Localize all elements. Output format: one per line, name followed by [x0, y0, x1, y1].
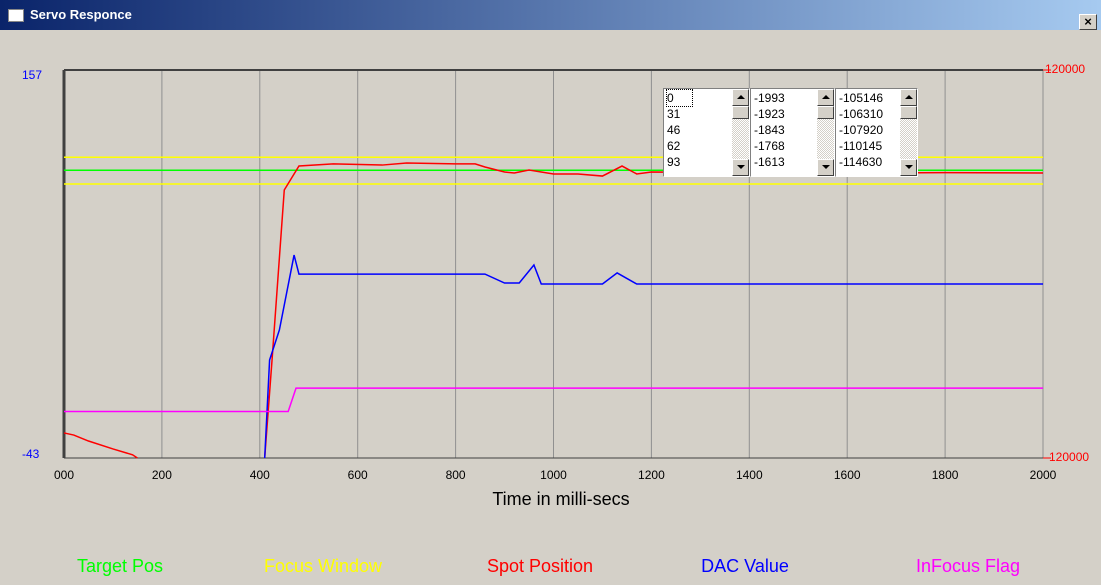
arrow-icon [905, 95, 913, 99]
scroll-up-button[interactable] [732, 89, 749, 106]
x-tick-label: 600 [348, 468, 368, 482]
legend-entry: Spot Position [487, 556, 593, 576]
title-bar: Servo Responce × [0, 0, 1101, 30]
list-item[interactable]: 62 [667, 139, 681, 153]
arrow-icon [905, 165, 913, 169]
y-tick-label: -43 [22, 447, 40, 461]
x-axis-label: Time in milli-secs [492, 489, 629, 509]
legend-entry: Target Pos [77, 556, 163, 576]
series-line [263, 254, 1043, 459]
legend-entry: InFocus Flag [916, 556, 1020, 576]
x-tick-label: 1200 [638, 468, 665, 482]
scroll-down-button[interactable] [900, 159, 917, 176]
list-item[interactable]: -105146 [839, 91, 884, 105]
list-item[interactable]: -1613 [754, 155, 785, 169]
list-item[interactable]: -114630 [839, 155, 883, 169]
list-item[interactable]: -106310 [839, 107, 884, 121]
list-item[interactable]: 93 [667, 155, 681, 169]
scroll-up-button[interactable] [817, 89, 834, 106]
scrollbar[interactable] [817, 89, 834, 176]
x-tick-label: 800 [446, 468, 466, 482]
list-item[interactable]: 31 [667, 107, 681, 121]
x-tick-label: 200 [152, 468, 172, 482]
list-box[interactable]: 0 31 46 62 93 [663, 88, 750, 177]
scroll-down-button[interactable] [817, 159, 834, 176]
list-item[interactable]: 0 [666, 89, 693, 107]
scroll-thumb[interactable] [732, 106, 749, 119]
scroll-thumb[interactable] [817, 106, 834, 119]
window-icon [8, 9, 24, 22]
x-tick-label: 2000 [1030, 468, 1057, 482]
list-box[interactable]: -1993 -1923 -1843 -1768 -1613 [750, 88, 835, 177]
close-button[interactable]: × [1079, 14, 1097, 30]
arrow-icon [822, 165, 830, 169]
x-tick-label: 1800 [932, 468, 959, 482]
scrollbar[interactable] [900, 89, 917, 176]
legend-entry: Focus Window [264, 556, 383, 576]
list-item[interactable]: -1768 [754, 139, 785, 153]
series-line [263, 162, 1044, 459]
series-line [63, 432, 138, 459]
list-item[interactable]: -110145 [839, 139, 883, 153]
window-title: Servo Responce [30, 7, 132, 22]
scroll-up-button[interactable] [900, 89, 917, 106]
y-tick-label: 157 [22, 68, 42, 82]
list-item[interactable]: -107920 [839, 123, 884, 137]
list-item[interactable]: -1843 [754, 123, 785, 137]
list-item[interactable]: -1993 [754, 91, 785, 105]
scroll-thumb[interactable] [900, 106, 917, 119]
list-item[interactable]: -1923 [754, 107, 785, 121]
legend-entry: DAC Value [701, 556, 789, 576]
list-box[interactable]: -105146 -106310 -107920 -110145 -114630 [835, 88, 918, 177]
series-line [64, 387, 1043, 413]
x-tick-label: 1600 [834, 468, 861, 482]
y2-tick-label: 120000 [1045, 62, 1085, 76]
x-tick-label: 1000 [540, 468, 567, 482]
scrollbar[interactable] [732, 89, 749, 176]
scroll-down-button[interactable] [732, 159, 749, 176]
x-tick-label: 400 [250, 468, 270, 482]
x-tick-label: 1400 [736, 468, 763, 482]
arrow-icon [737, 165, 745, 169]
arrow-icon [822, 95, 830, 99]
x-tick-label: 000 [54, 468, 74, 482]
y2-tick-label: -120000 [1045, 450, 1089, 464]
arrow-icon [737, 95, 745, 99]
list-item[interactable]: 46 [667, 123, 681, 137]
